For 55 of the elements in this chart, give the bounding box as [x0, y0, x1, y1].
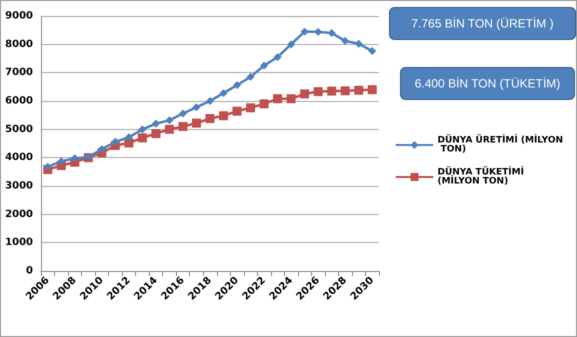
- point: [220, 89, 228, 98]
- point: [192, 118, 201, 128]
- legend-label: DÜNYA TÜKETİMİ (MİLYON TON): [437, 166, 528, 186]
- point: [164, 124, 174, 134]
- y-tick-label: 9000: [5, 10, 34, 22]
- point: [219, 111, 228, 120]
- point: [274, 53, 282, 62]
- point: [314, 87, 323, 96]
- y-tick-label: 7000: [5, 67, 34, 78]
- point: [152, 120, 160, 128]
- y-tick-label: 3000: [5, 180, 34, 192]
- point: [138, 133, 147, 142]
- y-tick-label: 2000: [5, 208, 34, 220]
- point: [98, 145, 106, 154]
- point: [232, 106, 242, 116]
- point: [246, 103, 256, 112]
- point: [368, 46, 376, 55]
- point: [287, 40, 296, 48]
- y-tick-label: 4000: [5, 152, 34, 164]
- y-tick-label: 6000: [5, 96, 34, 106]
- y-tick-label: 1000: [5, 237, 34, 248]
- point: [192, 103, 200, 112]
- point: [165, 116, 174, 124]
- point: [300, 89, 310, 98]
- text: 7.765 BİN TON (ÜRETİM ): [411, 16, 554, 30]
- point: [260, 99, 269, 108]
- point: [328, 29, 336, 37]
- y-tick-label: 0: [26, 266, 34, 276]
- point: [340, 86, 350, 96]
- point: [354, 86, 364, 95]
- point: [286, 94, 296, 104]
- point: [341, 36, 350, 45]
- point: [368, 85, 377, 94]
- y-tick-label: 8000: [5, 38, 34, 50]
- point: [138, 125, 146, 134]
- point: [233, 81, 242, 90]
- text: 6.400 BİN TON (TÜKETİM): [414, 76, 560, 90]
- point: [273, 94, 282, 104]
- point: [260, 62, 268, 70]
- point: [111, 138, 120, 146]
- point: [314, 28, 322, 36]
- point: [124, 133, 133, 142]
- point: [206, 97, 214, 105]
- y-tick-label: 5000: [5, 124, 34, 135]
- point: [206, 114, 214, 124]
- point: [70, 154, 79, 162]
- point: [57, 157, 66, 166]
- point: [44, 162, 52, 171]
- point: [151, 129, 160, 138]
- point: [354, 40, 363, 48]
- point: [327, 86, 336, 96]
- point: [246, 72, 255, 81]
- point: [178, 109, 187, 118]
- point: [178, 122, 188, 131]
- legend-label: DÜNYA ÜRETİMİ (MİLYON TON): [437, 134, 564, 154]
